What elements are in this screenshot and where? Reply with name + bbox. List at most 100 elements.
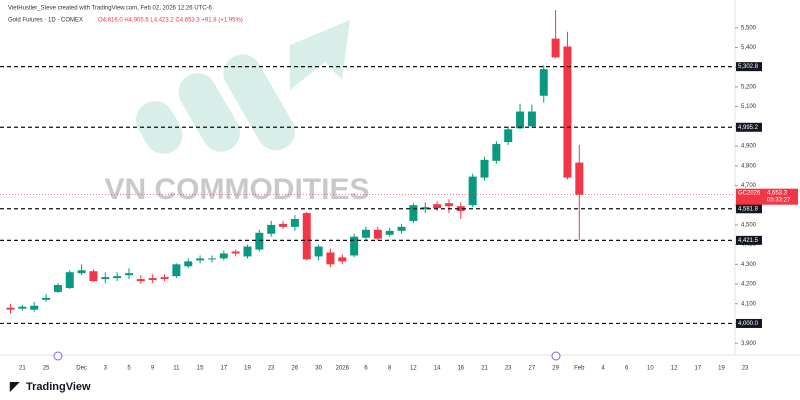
y-tick-label: 5,400	[741, 45, 757, 51]
candle-body	[6, 307, 15, 310]
candle-body	[65, 272, 74, 288]
candle-body	[219, 253, 228, 259]
y-tick-label: 4,500	[741, 222, 757, 228]
candle-body	[77, 270, 86, 274]
candle-body	[243, 246, 252, 257]
candle-body	[563, 46, 572, 178]
y-tick-label: 4,300	[741, 262, 757, 268]
y-tick-label: 3,900	[741, 341, 757, 347]
level-label-box	[736, 204, 762, 214]
candle-body	[207, 258, 216, 260]
candle-body	[433, 204, 442, 209]
event-icon[interactable]	[53, 351, 63, 361]
candle-body	[231, 251, 240, 254]
y-tick-label: 4,800	[741, 163, 757, 169]
level-label: 4,000.0	[738, 321, 759, 327]
y-tick-label: 4,200	[741, 282, 757, 288]
candle-body	[42, 297, 51, 300]
x-tick-label: 16	[457, 366, 464, 372]
last-price-box	[736, 188, 798, 205]
level-label: 5,302.8	[738, 64, 759, 70]
y-tick-label: 5,100	[741, 104, 757, 110]
candle-body	[196, 258, 205, 261]
last-price-symbol: GC2026	[738, 190, 761, 196]
x-tick-label: 6	[625, 366, 629, 372]
candle-body	[101, 277, 110, 280]
x-tick-label: Feb	[574, 366, 585, 372]
candle-body	[89, 271, 98, 282]
y-tick-label: 4,700	[741, 183, 757, 189]
x-tick-label: 9	[151, 366, 155, 372]
x-tick-label: 8	[388, 366, 392, 372]
y-tick-label: 5,200	[741, 84, 757, 90]
candle-body	[290, 218, 299, 227]
candle-body	[421, 207, 430, 210]
x-tick-label: 17	[694, 366, 701, 372]
event-icon[interactable]	[551, 351, 561, 361]
x-tick-label: 17	[220, 366, 227, 372]
candle-body	[362, 229, 370, 238]
candle-body	[551, 38, 560, 58]
candle-body	[30, 305, 39, 310]
x-tick-label: 11	[173, 366, 180, 372]
candle-body	[504, 129, 513, 143]
candle-body	[480, 159, 489, 178]
level-label-box	[736, 318, 762, 328]
candle-body	[267, 224, 276, 234]
x-tick-label: 19	[244, 366, 251, 372]
candle-body	[397, 226, 406, 231]
candle-body	[326, 252, 335, 265]
candle-body	[409, 205, 418, 221]
x-tick-label: 15	[197, 366, 204, 372]
candle-body	[468, 176, 477, 206]
x-tick-label: 29	[552, 366, 559, 372]
last-price-label: 4,653.3	[767, 190, 788, 196]
x-tick-label: 23	[742, 366, 749, 372]
candle-body	[113, 276, 122, 279]
candle-body	[125, 273, 133, 276]
candle-body	[492, 144, 501, 161]
x-tick-label: 2026	[336, 366, 350, 372]
x-tick-label: 21	[19, 366, 26, 372]
level-label: 4,581.8	[738, 206, 759, 212]
y-tick-label: 4,400	[741, 242, 757, 248]
x-tick-label: 3	[104, 366, 108, 372]
x-tick-label: 21	[481, 366, 488, 372]
candle-body	[575, 162, 584, 195]
ohlc-text: O4,816.0 H4,905.6 L4,423.2 C4,653.3 +91.…	[98, 18, 243, 24]
candle-body	[255, 232, 264, 250]
watermark-text: VN COMMODITIES	[104, 173, 369, 206]
candle-body	[184, 261, 193, 267]
candle-body	[516, 111, 525, 129]
x-tick-label: 12	[671, 366, 678, 372]
y-tick-label: 4,100	[741, 301, 757, 307]
candle-body	[279, 223, 288, 227]
level-label: 4,421.5	[738, 238, 759, 244]
x-tick-label: 14	[434, 366, 441, 372]
candle-body	[527, 111, 536, 127]
candle-body	[160, 277, 169, 280]
credit: VietHustler_Steve created with TradingVi…	[8, 6, 213, 12]
x-tick-label: 4	[601, 366, 605, 372]
candle-body	[148, 278, 157, 281]
candle-body	[373, 229, 382, 239]
candle-body	[385, 230, 394, 235]
level-label: 4,995.2	[738, 125, 759, 131]
x-tick-label: 23	[505, 366, 512, 372]
last-price-countdown: 05:33:27	[767, 197, 791, 203]
x-tick-label: 5	[127, 366, 131, 372]
candle-body	[314, 246, 323, 257]
level-label-box	[736, 62, 762, 72]
watermark-logo	[136, 20, 350, 154]
candle-body	[350, 236, 359, 256]
candle-body	[18, 306, 27, 309]
candle-body	[136, 279, 145, 282]
x-tick-label: 26	[292, 366, 299, 372]
candle-body	[302, 213, 311, 260]
y-tick-label: 4,900	[741, 144, 757, 150]
candle-body	[539, 69, 548, 96]
x-tick-label: 19	[718, 366, 725, 372]
x-tick-label: 6	[364, 366, 368, 372]
chart-title: Gold Futures · 1D · COMEX	[8, 18, 83, 24]
